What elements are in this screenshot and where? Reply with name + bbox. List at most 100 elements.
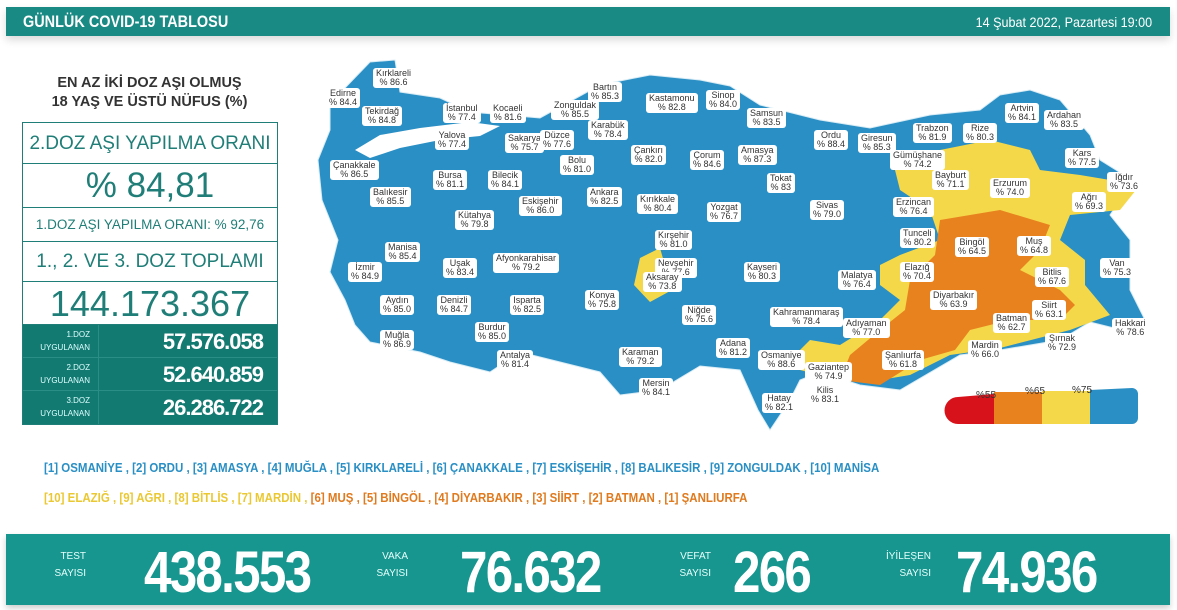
province-name: Konya: [589, 290, 615, 300]
dose2-label: 2.DOZ AŞI YAPILMA ORANI: [23, 123, 277, 164]
province-name: Amasya: [741, 145, 774, 155]
province-name: Muş: [1025, 236, 1043, 246]
province-name: Burdur: [478, 322, 506, 332]
province-name: Adana: [720, 338, 747, 348]
dose-value: 52.640.859: [162, 362, 264, 387]
dose-row: 3.DOZ UYGULANAN 26.286.722: [23, 391, 277, 424]
province-value: % 88.4: [817, 139, 846, 149]
province-value: % 82.8: [657, 102, 686, 112]
province-name: Adıyaman: [846, 318, 887, 328]
province-value: % 63.1: [1035, 309, 1064, 319]
province-name: Bilecik: [492, 170, 519, 180]
province-value: % 80.2: [903, 237, 932, 247]
province-name: Bartın: [593, 82, 618, 92]
province-label: Kırıkkale% 80.4: [637, 194, 679, 214]
province-value: % 76.7: [710, 211, 739, 221]
province-label: Erzurum% 74.0: [990, 178, 1031, 198]
legend-red: [944, 394, 994, 424]
legend-label-75: %75: [1072, 385, 1093, 396]
province-value: % 79.2: [512, 262, 541, 272]
dose-value: 26.286.722: [162, 395, 264, 420]
province-value: % 86.6: [379, 77, 408, 87]
province-value: % 74.2: [903, 159, 932, 169]
province-label: Mardin% 66.0: [968, 340, 1003, 360]
dose-row: 1.DOZ UYGULANAN 57.576.058: [23, 325, 277, 358]
province-label: Ankara% 82.5: [587, 187, 622, 207]
province-name: Kayseri: [747, 262, 778, 272]
page-title: GÜNLÜK COVID-19 TABLOSU: [23, 12, 229, 31]
province-value: % 81.2: [719, 347, 748, 357]
dose-sublabel: UYGULANAN: [40, 376, 90, 385]
province-label: Kocaeli% 81.6: [490, 103, 526, 123]
province-name: Kastamonu: [649, 93, 695, 103]
province-name: Kırıkkale: [640, 194, 676, 204]
province-name: Aksaray: [646, 272, 679, 282]
province-value: % 79.0: [813, 209, 842, 219]
province-label: Bitlis% 67.6: [1035, 267, 1070, 287]
province-value: % 62.7: [997, 322, 1026, 332]
province-name: Karabük: [591, 120, 625, 130]
province-label: Balıkesir% 85.5: [370, 187, 411, 207]
province-name: Trabzon: [916, 123, 949, 133]
province-label: Aydın% 85.0: [380, 295, 415, 315]
province-label: Diyarbakır% 63.9: [930, 290, 978, 310]
province-name: Edirne: [330, 88, 357, 98]
dose-value: 57.576.058: [162, 329, 264, 354]
province-label: Adana% 81.2: [716, 338, 751, 358]
province-name: Muğla: [384, 330, 410, 340]
province-value: % 75.8: [588, 299, 617, 309]
province-label: Sivas% 79.0: [810, 200, 845, 220]
province-label: Gümüşhane% 74.2: [890, 150, 946, 170]
province-label: Elazığ% 70.4: [900, 262, 935, 282]
legend-orange: [994, 392, 1042, 424]
dose-row: 2.DOZ UYGULANAN 52.640.859: [23, 358, 277, 391]
province-name: Siirt: [1041, 300, 1057, 310]
province-label: Zonguldak% 85.5: [551, 100, 600, 120]
date-time: 14 Şubat 2022, Pazartesi 19:00: [975, 14, 1152, 30]
province-name: Sivas: [816, 200, 839, 210]
province-name: Şanlıurfa: [885, 350, 922, 360]
province-value: % 77.6: [543, 139, 572, 149]
province-value: % 85.4: [388, 251, 417, 261]
province-value: % 66.0: [971, 349, 1000, 359]
dose-sublabel: UYGULANAN: [40, 409, 90, 418]
stat-value: 438.553: [144, 540, 312, 605]
province-value: % 82.0: [634, 154, 663, 164]
province-label: Osmaniye% 88.6: [758, 350, 805, 370]
province-name: Eskişehir: [522, 196, 559, 206]
province-name: Diyarbakır: [933, 290, 975, 300]
title-line-1: EN AZ İKİ DOZ AŞI OLMUŞ: [57, 75, 242, 91]
province-label: Antalya% 81.4: [497, 350, 534, 370]
province-value: % 88.6: [767, 359, 796, 369]
province-value: % 76.4: [842, 279, 871, 289]
province-label: Muğla% 86.9: [380, 330, 415, 350]
province-value: % 75.7: [510, 142, 539, 152]
province-label: Bolu% 81.0: [560, 155, 595, 175]
province-label: Bayburt% 71.1: [932, 170, 970, 190]
province-value: % 81.1: [436, 179, 465, 189]
province-value: % 84.6: [693, 159, 722, 169]
province-name: Gaziantep: [808, 362, 850, 372]
province-label: İzmir% 84.9: [348, 262, 383, 282]
title-line-2: 18 YAŞ VE ÜSTÜ NÜFUS (%): [51, 94, 248, 110]
dose-label: 2.DOZ: [66, 363, 90, 372]
province-label: Kilis% 83.1: [808, 385, 843, 405]
province-value: % 84.1: [1008, 112, 1037, 122]
province-name: Isparta: [513, 295, 541, 305]
province-label: Ardahan% 83.5: [1044, 110, 1085, 130]
province-name: Elazığ: [904, 262, 930, 272]
province-label: Konya% 75.8: [585, 290, 620, 310]
province-name: Niğde: [687, 305, 711, 315]
province-name: Erzincan: [896, 197, 932, 207]
province-name: Afyonkarahisar: [496, 253, 557, 263]
province-label: Iğdır% 73.6: [1107, 172, 1142, 192]
province-name: Kırklareli: [376, 68, 412, 78]
province-value: % 85.5: [561, 109, 590, 119]
province-value: % 78.4: [792, 316, 821, 326]
province-name: Bitlis: [1042, 267, 1062, 277]
bottom-list-yellow: [10] ELAZIĞ , [9] AĞRI , [8] BİTLİS , [7…: [44, 491, 308, 505]
province-value: % 73.6: [1110, 181, 1139, 191]
stat-sublabel: SAYISI: [54, 568, 87, 579]
province-name: Ordu: [821, 130, 842, 140]
province-value: % 81.4: [501, 359, 530, 369]
